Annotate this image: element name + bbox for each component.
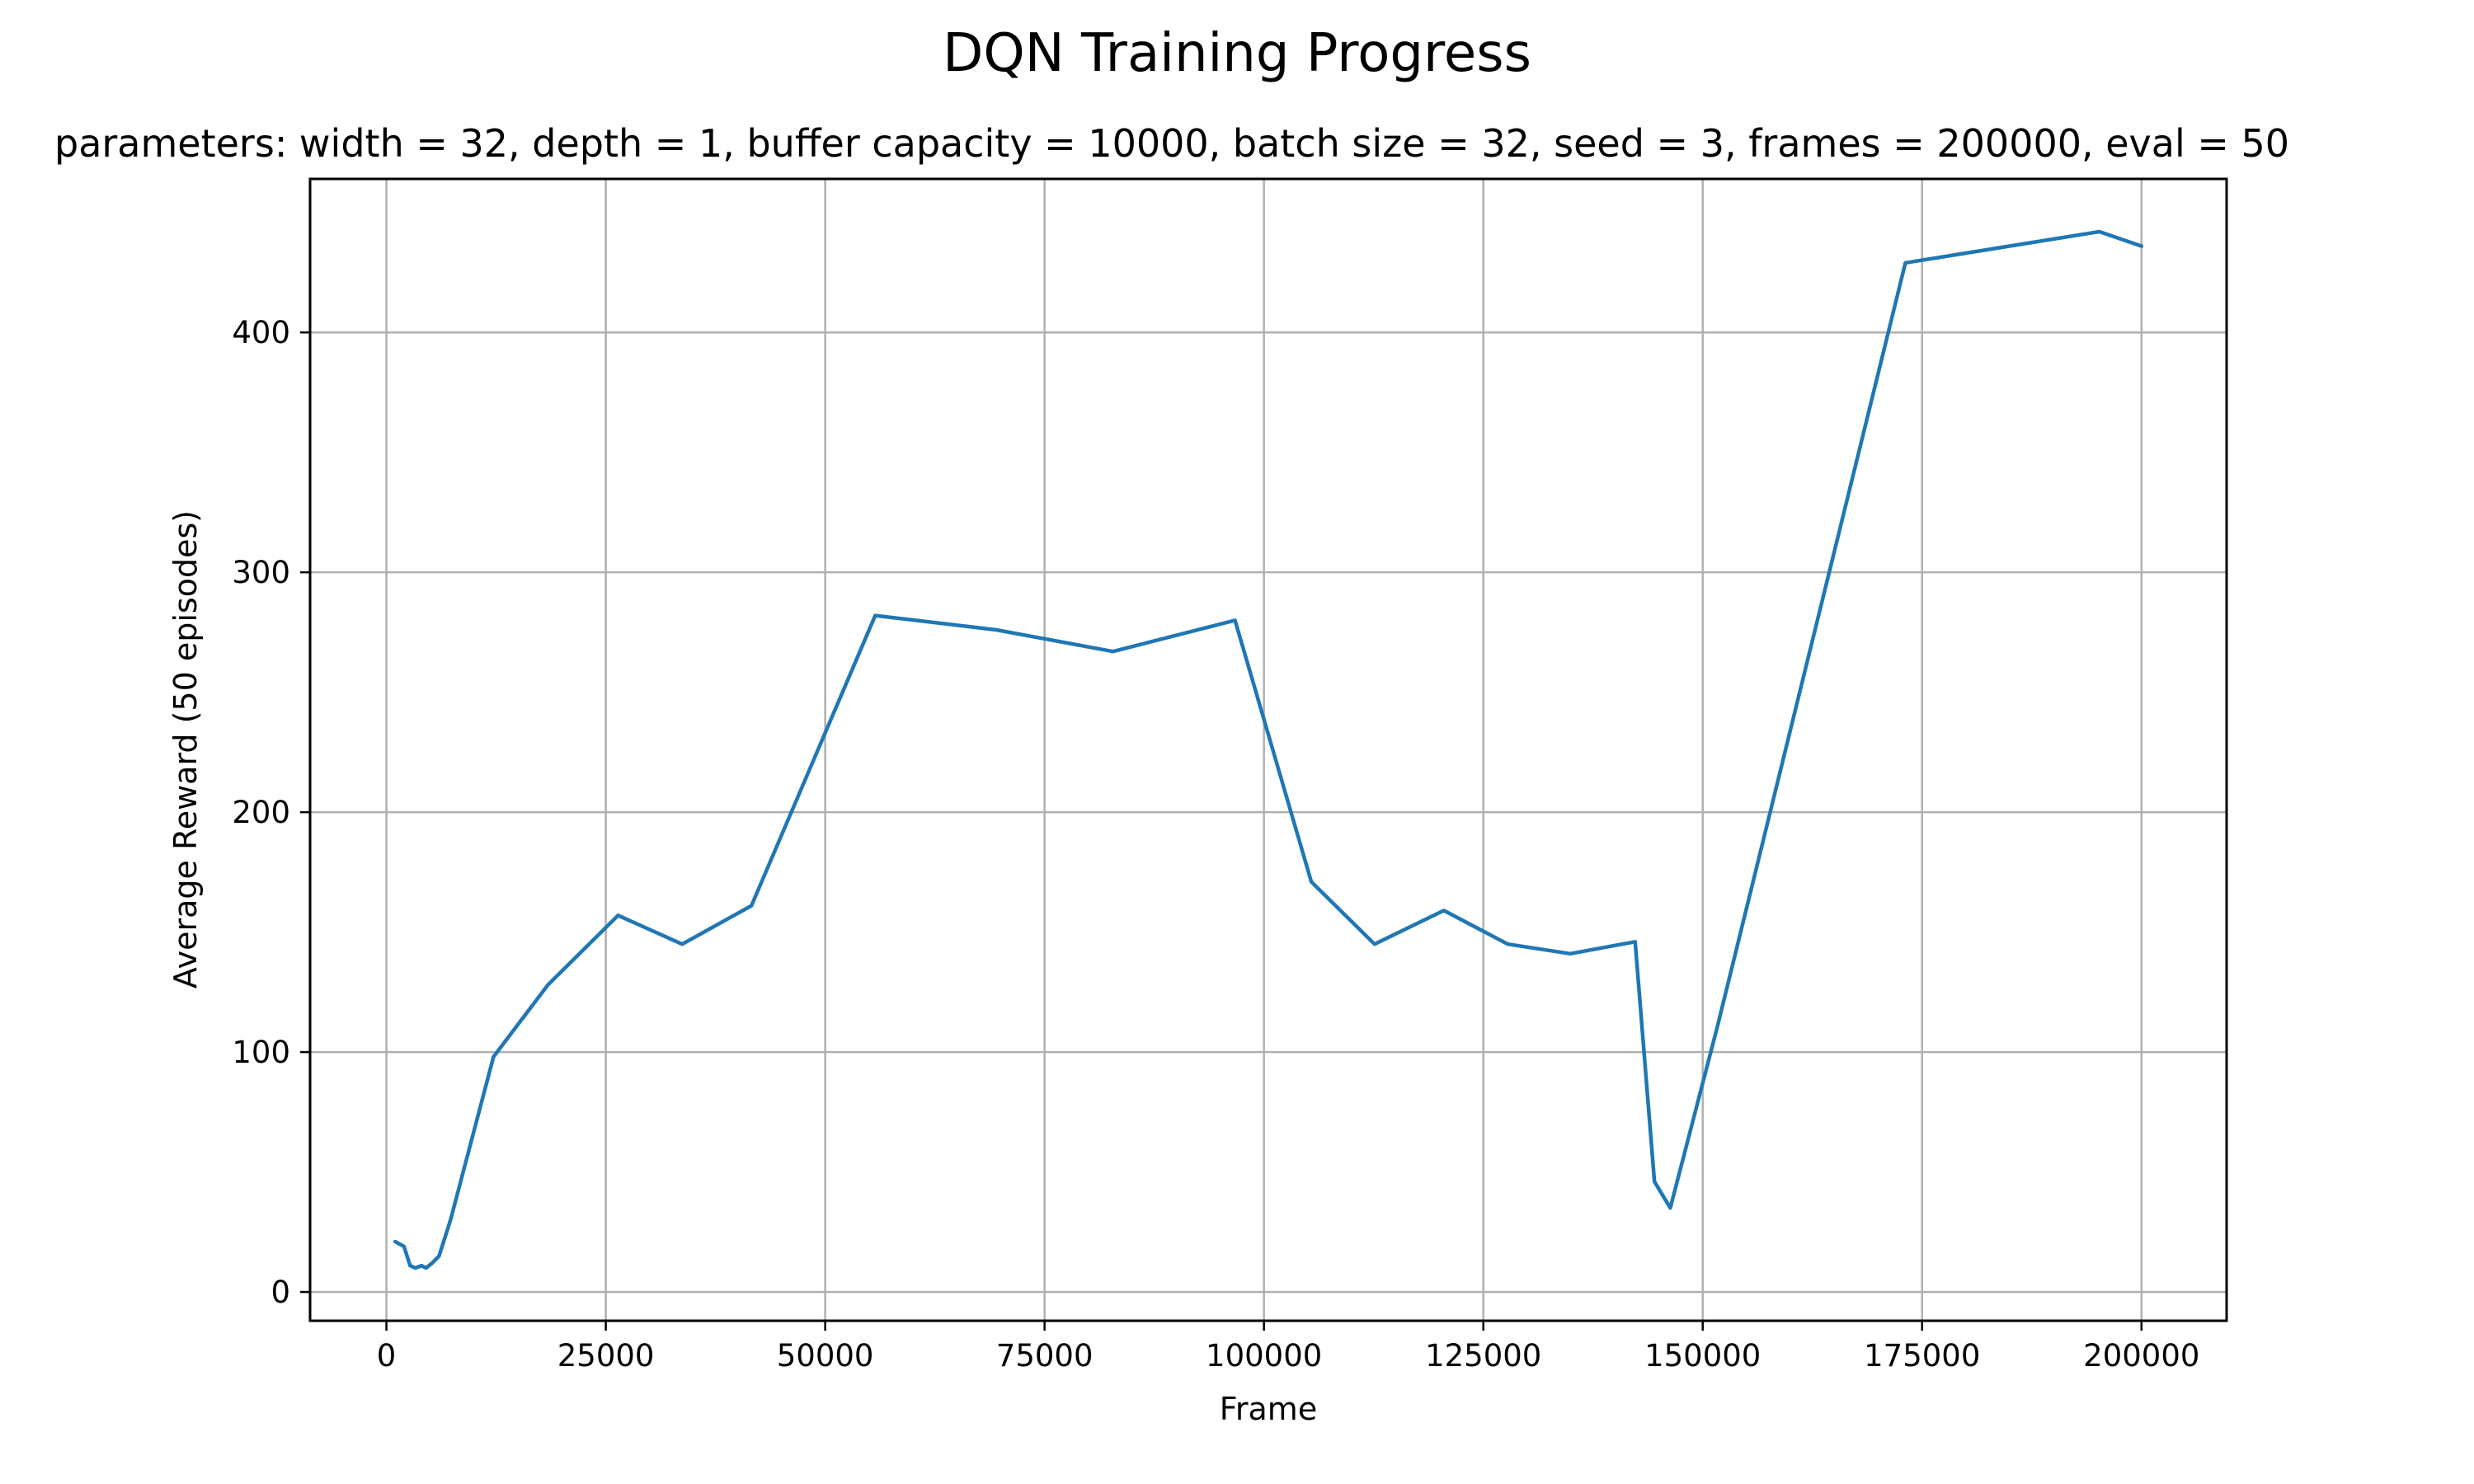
x-tick-label: 0: [377, 1338, 397, 1374]
y-tick-label: 400: [232, 315, 290, 350]
x-tick-label: 75000: [996, 1338, 1094, 1374]
series-layer: [393, 229, 2144, 1270]
series-line: [393, 229, 2144, 1270]
x-tick-label: 50000: [777, 1338, 874, 1374]
x-axis-label: Frame: [1220, 1391, 1317, 1427]
x-tick-label: 25000: [557, 1338, 655, 1374]
y-tick-label: 200: [232, 795, 290, 830]
x-tick-label: 200000: [2083, 1338, 2199, 1374]
y-tick-label: 300: [232, 555, 290, 590]
x-tick-label: 175000: [1864, 1338, 1980, 1374]
plot-area-frame: [308, 177, 2228, 1322]
chart-subtitle: parameters: width = 32, depth = 1, buffe…: [54, 121, 2289, 166]
chart-title: DQN Training Progress: [943, 23, 1531, 84]
y-axis-label: Average Reward (50 episodes): [167, 510, 204, 989]
axis-ticks: 0 25000 50000 75000 100000 125000 150000 175000…: [232, 315, 2199, 1374]
grid-lines: [310, 179, 2227, 1321]
x-tick-label: 125000: [1425, 1338, 1541, 1374]
y-tick-label: 100: [232, 1035, 290, 1070]
y-tick-label: 0: [270, 1275, 290, 1310]
x-tick-label: 100000: [1206, 1338, 1322, 1374]
x-tick-label: 150000: [1644, 1338, 1761, 1374]
